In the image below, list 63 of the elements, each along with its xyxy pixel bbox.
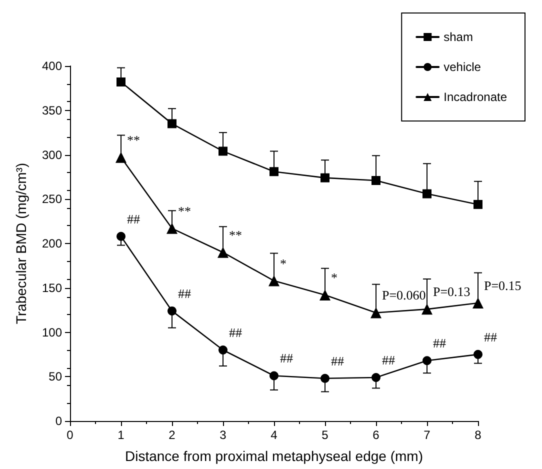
point	[320, 374, 330, 383]
point	[268, 275, 280, 286]
annotation: ##	[127, 211, 140, 226]
legend-label: sham	[444, 30, 473, 44]
point	[370, 307, 382, 318]
x-tick-label: 7	[424, 428, 431, 442]
point	[218, 146, 228, 156]
x-axis-title: Distance from proximal metaphyseal edge (mm)	[125, 448, 423, 464]
y-tick-label: 150	[42, 280, 62, 295]
point	[116, 77, 126, 86]
point	[422, 189, 432, 198]
y-tick-label: 0	[55, 414, 62, 428]
annotation: **	[178, 203, 191, 218]
x-tick-label: 6	[372, 428, 380, 442]
x-tick-label: 3	[220, 428, 227, 442]
point	[474, 200, 482, 209]
annotation: ##	[382, 352, 396, 368]
annotation: P=0.060	[382, 288, 426, 303]
annotation: *	[331, 270, 338, 285]
legend-label: Incadronate	[444, 90, 508, 104]
annotation: ##	[178, 286, 192, 301]
legend-label: vehicle	[444, 60, 482, 74]
point	[270, 371, 278, 380]
point	[320, 173, 330, 182]
point	[422, 356, 432, 366]
point	[422, 304, 432, 315]
point	[320, 289, 330, 300]
point	[218, 246, 228, 258]
annotation: ##	[280, 350, 294, 366]
annotation: ##	[331, 353, 344, 368]
x-tick-label: 2	[168, 428, 176, 442]
point	[218, 346, 228, 354]
annotation: **	[127, 132, 140, 148]
annotation: *	[280, 256, 286, 271]
point	[168, 306, 176, 316]
x-tick-label: 5	[322, 428, 329, 442]
annotation: ##	[433, 336, 446, 351]
x-tick-label: 8	[474, 428, 482, 442]
annotation: P=0.15	[484, 278, 522, 293]
point	[168, 119, 176, 128]
y-tick-label: 100	[42, 325, 62, 340]
x-tick-label: 1	[118, 428, 125, 442]
point	[116, 232, 126, 241]
annotation: ##	[484, 329, 498, 344]
annotation: P=0.13	[433, 284, 470, 300]
point	[472, 297, 484, 308]
y-tick-label: 400	[42, 59, 62, 73]
x-tick-label: 4	[270, 428, 278, 442]
x-tick-label: 0	[66, 428, 74, 442]
point	[474, 350, 482, 359]
point	[372, 373, 380, 382]
point	[372, 176, 380, 185]
point	[166, 222, 178, 234]
y-tick-label: 350	[42, 103, 62, 118]
y-tick-label: 50	[48, 370, 62, 384]
annotation: **	[229, 227, 242, 242]
point	[270, 167, 278, 176]
point	[116, 152, 126, 163]
y-tick-label: 250	[42, 192, 62, 206]
annotation: ##	[229, 325, 242, 340]
y-axis-title: Trabecular BMD (mg/cm³)	[13, 162, 29, 324]
y-tick-label: 300	[42, 148, 62, 162]
y-tick-label: 200	[42, 236, 62, 250]
